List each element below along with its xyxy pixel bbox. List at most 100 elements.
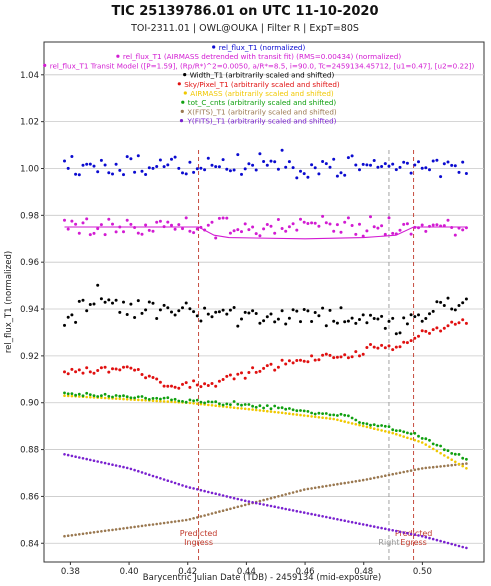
airmass-point (207, 403, 210, 407)
rel_flux_normalized-point (361, 162, 365, 166)
rel_flux_normalized-point (151, 166, 155, 170)
sky-point (424, 329, 428, 333)
x_fits-point (78, 533, 81, 536)
sky-point (77, 368, 81, 372)
rel_flux_detrended-point (96, 227, 100, 231)
sky-point (332, 356, 336, 360)
y_fits-point (188, 486, 192, 489)
legend-entry: AIRMASS (arbitrarily scaled and shifted) (183, 89, 334, 98)
y_fits-point (107, 462, 111, 466)
airmass-point (266, 409, 269, 413)
rel_flux_detrended-point (424, 229, 428, 233)
y_fits-point (173, 481, 177, 485)
sky-point (195, 383, 199, 387)
rel_flux_normalized-point (251, 163, 255, 167)
y_fits-point (137, 469, 140, 473)
x_fits-point (406, 470, 409, 473)
airmass-point (225, 405, 229, 409)
rel_flux_normalized-point (435, 158, 439, 162)
rel_flux_detrended-point (313, 221, 317, 225)
rel_flux_detrended-point (217, 216, 221, 220)
rel_flux_detrended-point (446, 218, 450, 222)
sky-point (358, 354, 361, 358)
airmass-point (151, 399, 155, 403)
rel_flux_normalized-point (107, 171, 111, 175)
rel_flux_detrended-point (203, 228, 207, 232)
sky-point (302, 359, 306, 363)
y_fits-point (118, 465, 122, 468)
rel_flux_detrended-point (136, 231, 140, 235)
tot_cnts-point (199, 400, 203, 404)
tot_cnts-point (122, 394, 125, 398)
sky-point (431, 328, 435, 332)
airmass-point (284, 412, 288, 415)
y_fits-point (81, 457, 85, 460)
rel_flux_detrended-point (85, 217, 89, 221)
airmass-point (372, 427, 376, 431)
x_fits-point (114, 528, 118, 531)
rel_flux_normalized-point (387, 164, 391, 168)
sky-point (409, 339, 413, 343)
legend-label: rel_flux_T1 (AIRMASS detrended with tran… (123, 52, 401, 61)
width-point (457, 304, 461, 307)
sky-point (376, 346, 380, 350)
tot_cnts-point (218, 402, 221, 406)
y_fits-point (347, 520, 350, 523)
rel_flux_detrended-point (431, 223, 435, 227)
y_fits-point (155, 475, 158, 479)
airmass-point (409, 437, 413, 441)
rel_flux_detrended-point (435, 223, 439, 227)
sky-point (387, 344, 391, 348)
rel_flux_normalized-point (88, 162, 92, 166)
rel_flux_detrended-point (118, 225, 122, 229)
legend-entry: Width_T1 (arbitrarily scaled and shifted… (183, 71, 334, 80)
sky-point (107, 370, 111, 374)
y_fits-point (236, 497, 240, 501)
width-point (302, 308, 306, 311)
width-point (129, 302, 133, 306)
legend-marker (43, 63, 47, 67)
tot_cnts-point (457, 453, 461, 456)
width-point (428, 312, 431, 316)
airmass-point (439, 451, 442, 455)
width-point (262, 319, 266, 323)
rel_flux_detrended-point (210, 220, 214, 224)
rel_flux_detrended-point (225, 216, 229, 220)
airmass-point (277, 411, 280, 414)
rel_flux_detrended-point (391, 231, 395, 235)
sky-point (380, 343, 384, 347)
y_fits-point (66, 453, 70, 457)
rel_flux_normalized-point (92, 164, 96, 168)
tot_cnts-point (133, 396, 137, 400)
sky-point (291, 361, 295, 365)
y_fits-point (332, 517, 336, 520)
y_fits-point (372, 525, 376, 528)
tot_cnts-point (269, 407, 273, 411)
x_fits-point (391, 472, 395, 476)
width-point (92, 302, 96, 306)
rel_flux_detrended-point (409, 232, 413, 236)
x_fits-point (409, 469, 413, 472)
sky-point (74, 370, 78, 374)
x_fits-point (225, 508, 229, 512)
rel_flux_normalized-point (217, 165, 221, 169)
width-point (369, 313, 372, 317)
airmass-point (159, 399, 162, 403)
sky-point (280, 358, 284, 362)
width-point (151, 301, 155, 305)
airmass-point (210, 404, 214, 407)
rel_flux_detrended-point (77, 231, 81, 235)
tot_cnts-point (402, 430, 406, 434)
y_fits-point (170, 480, 173, 484)
rel_flux_normalized-point (424, 166, 428, 170)
airmass-point (125, 398, 129, 401)
airmass-point (365, 425, 369, 429)
x_fits-point (465, 462, 468, 465)
width-point (254, 312, 258, 315)
legend-marker (183, 73, 187, 77)
x_fits-point (148, 523, 151, 527)
rel_flux_detrended-point (299, 217, 302, 221)
rel_flux_normalized-point (103, 163, 107, 167)
tot_cnts-point (210, 400, 214, 404)
rel_flux_normalized-point (394, 168, 398, 172)
